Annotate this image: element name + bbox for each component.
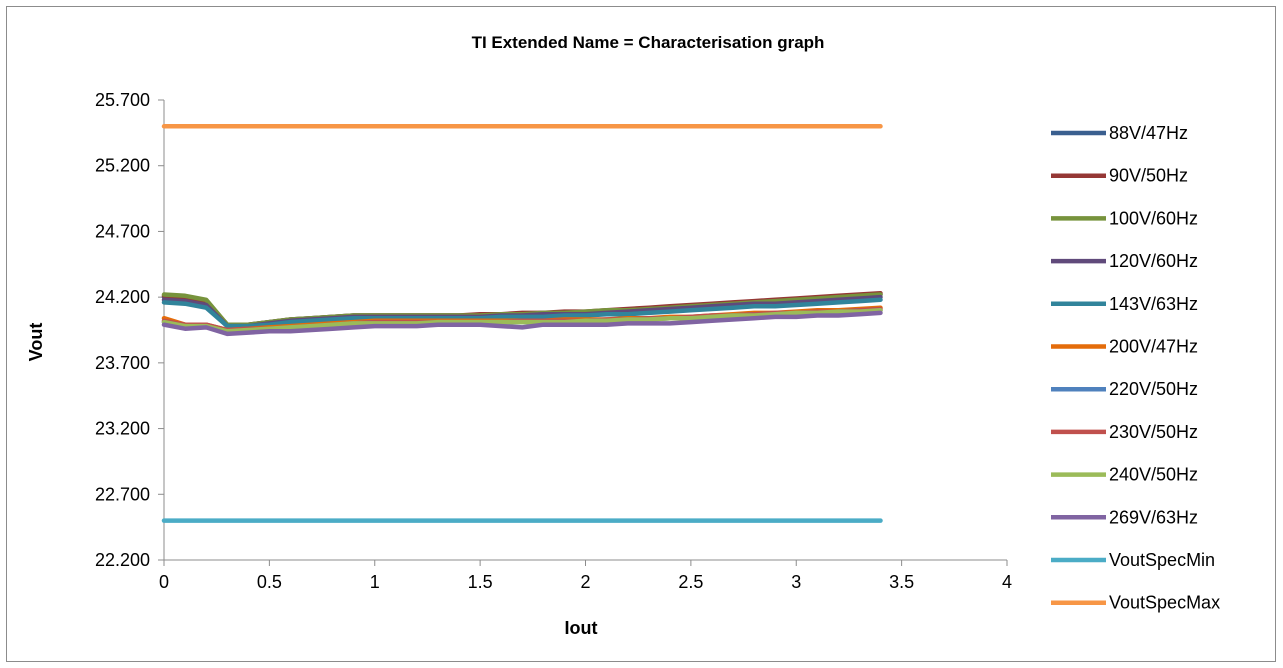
- chart-area: TI Extended Name = Characterisation grap…: [6, 6, 1276, 662]
- y-tick-label: 24.700: [95, 221, 150, 241]
- y-tick-label: 25.700: [95, 90, 150, 110]
- line-chart: TI Extended Name = Characterisation grap…: [26, 33, 1220, 638]
- x-tick-label: 1: [370, 572, 380, 592]
- y-tick-label: 23.200: [95, 419, 150, 439]
- legend-label: 240V/50Hz: [1109, 465, 1198, 485]
- x-tick-label: 1.5: [468, 572, 493, 592]
- legend-label: 120V/60Hz: [1109, 251, 1198, 271]
- legend-label: 100V/60Hz: [1109, 208, 1198, 228]
- legend-label: 90V/50Hz: [1109, 166, 1188, 186]
- y-tick-label: 22.200: [95, 550, 150, 570]
- legend-label: 200V/47Hz: [1109, 337, 1198, 357]
- x-tick-label: 4: [1002, 572, 1012, 592]
- series-lines: [161, 124, 883, 523]
- x-axis-ticks: 0 0.5 1 1.5 2 2.5 3 3.5 4: [159, 560, 1012, 592]
- x-tick-label: 3: [791, 572, 801, 592]
- legend-label: 269V/63Hz: [1109, 507, 1198, 527]
- legend-label: 220V/50Hz: [1109, 379, 1198, 399]
- x-axis-title: Iout: [565, 618, 598, 638]
- legend-label: 143V/63Hz: [1109, 294, 1198, 314]
- series-line-143v-63hz: [161, 297, 883, 329]
- y-axis-ticks: 22.200 22.700 23.200 23.700 24.200 24.700 25.2…: [95, 90, 164, 570]
- legend-label: VoutSpecMin: [1109, 550, 1215, 570]
- legend: 88V/47Hz 90V/50Hz 100V/60Hz 120V/60Hz 143V/6…: [1051, 123, 1220, 613]
- y-tick-label: 24.200: [95, 287, 150, 307]
- y-axis-title: Vout: [26, 323, 46, 362]
- x-tick-label: 2: [580, 572, 590, 592]
- legend-label: VoutSpecMax: [1109, 593, 1220, 613]
- y-tick-label: 25.200: [95, 156, 150, 176]
- chart-title: TI Extended Name = Characterisation grap…: [472, 33, 825, 52]
- x-tick-label: 2.5: [678, 572, 703, 592]
- y-tick-label: 23.700: [95, 353, 150, 373]
- y-tick-label: 22.700: [95, 484, 150, 504]
- x-tick-label: 0: [159, 572, 169, 592]
- series-line-240v-50hz: [161, 308, 883, 334]
- series-line-269v-63hz: [161, 310, 883, 337]
- x-tick-label: 3.5: [889, 572, 914, 592]
- legend-label: 88V/47Hz: [1109, 123, 1188, 143]
- x-tick-label: 0.5: [257, 572, 282, 592]
- legend-label: 230V/50Hz: [1109, 422, 1198, 442]
